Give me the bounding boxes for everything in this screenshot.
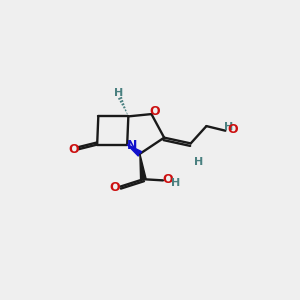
Polygon shape xyxy=(140,154,146,180)
Text: H: H xyxy=(194,157,203,167)
Text: O: O xyxy=(163,173,173,186)
Text: H: H xyxy=(171,178,180,188)
Text: H: H xyxy=(115,88,124,98)
Text: N: N xyxy=(127,139,137,152)
Text: O: O xyxy=(110,181,121,194)
Text: O: O xyxy=(227,123,238,136)
Polygon shape xyxy=(127,145,142,156)
Text: H: H xyxy=(224,122,234,132)
Text: O: O xyxy=(149,105,160,118)
Text: O: O xyxy=(69,143,80,156)
